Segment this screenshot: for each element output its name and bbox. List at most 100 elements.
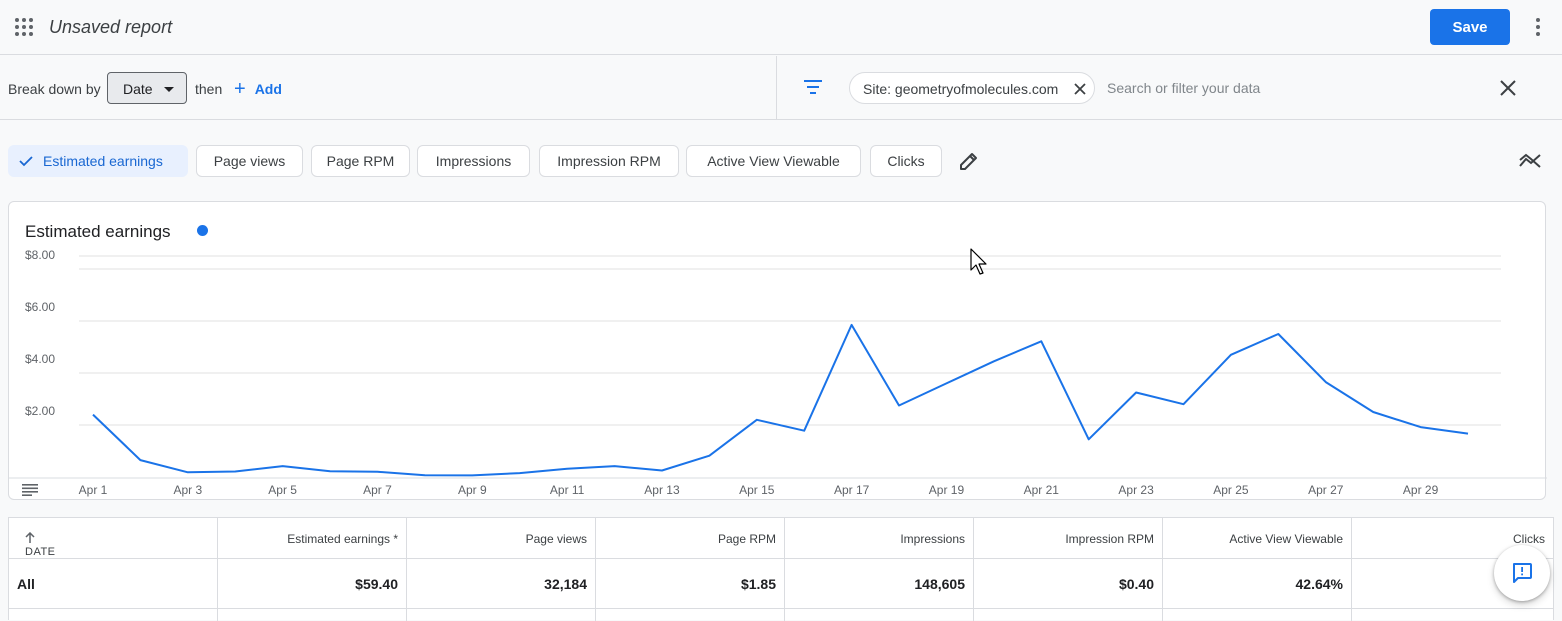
filter-icon[interactable] bbox=[804, 80, 822, 94]
data-point[interactable] bbox=[1275, 331, 1281, 337]
site-filter-label: Site: geometryofmolecules.com bbox=[863, 81, 1059, 97]
save-button[interactable]: Save bbox=[1430, 9, 1510, 45]
table-header-label: Impression RPM bbox=[1065, 532, 1154, 546]
close-icon[interactable] bbox=[1500, 80, 1516, 96]
chart-title: Estimated earnings bbox=[25, 222, 171, 241]
data-point[interactable] bbox=[469, 472, 475, 478]
table-cell: 42.64% bbox=[1163, 559, 1352, 609]
check-icon bbox=[19, 156, 33, 167]
table-row bbox=[218, 609, 407, 621]
table-cell: $0.40 bbox=[974, 559, 1163, 609]
table-row bbox=[596, 609, 785, 621]
data-point[interactable] bbox=[896, 403, 902, 409]
filter-bar: Site: geometryofmolecules.com Search or … bbox=[777, 56, 1562, 120]
metric-chip-page-views[interactable]: Page views bbox=[196, 145, 303, 177]
table-row bbox=[974, 609, 1163, 621]
table-header-estimated-earnings[interactable]: Estimated earnings * bbox=[218, 518, 407, 559]
table-header-label: Page views bbox=[525, 532, 587, 546]
data-point[interactable] bbox=[991, 358, 997, 364]
metric-chip-impressions[interactable]: Impressions bbox=[417, 145, 530, 177]
chart-table-toggle-icon[interactable] bbox=[22, 484, 38, 496]
data-point[interactable] bbox=[137, 457, 143, 463]
metric-chips: Estimated earnings Page views Page RPM I… bbox=[0, 121, 1562, 201]
legend-dot bbox=[197, 225, 208, 236]
data-point[interactable] bbox=[754, 417, 760, 423]
filter-search-input[interactable]: Search or filter your data bbox=[1107, 80, 1261, 96]
table-cell-value: 32,184 bbox=[544, 576, 587, 592]
x-tick-label: Apr 15 bbox=[739, 483, 775, 497]
table-header-impression-rpm[interactable]: Impression RPM bbox=[974, 518, 1163, 559]
sort-ascending-icon[interactable] bbox=[25, 532, 35, 544]
data-point[interactable] bbox=[185, 469, 191, 475]
table-header-page-rpm[interactable]: Page RPM bbox=[596, 518, 785, 559]
edit-metrics-icon[interactable] bbox=[958, 150, 980, 172]
data-point[interactable] bbox=[232, 469, 238, 475]
more-vert-icon[interactable] bbox=[1528, 16, 1548, 38]
x-tick-label: Apr 7 bbox=[363, 483, 392, 497]
add-breakdown-label: Add bbox=[254, 81, 282, 97]
metric-chip-impression-rpm[interactable]: Impression RPM bbox=[539, 145, 679, 177]
data-point[interactable] bbox=[612, 463, 618, 469]
data-point[interactable] bbox=[659, 468, 665, 474]
data-point[interactable] bbox=[280, 463, 286, 469]
breakdown-dropdown-value: Date bbox=[123, 81, 153, 97]
data-point[interactable] bbox=[801, 428, 807, 434]
data-point[interactable] bbox=[943, 380, 949, 386]
data-point[interactable] bbox=[706, 453, 712, 459]
data-point[interactable] bbox=[517, 470, 523, 476]
table-row bbox=[785, 609, 974, 621]
table-header-impressions[interactable]: Impressions bbox=[785, 518, 974, 559]
table-header-label: Active View Viewable bbox=[1229, 532, 1343, 546]
metric-chip-label: Clicks bbox=[887, 153, 925, 169]
metric-chip-label: Estimated earnings bbox=[43, 153, 163, 169]
table-header-date[interactable]: DATE bbox=[9, 518, 218, 559]
x-tick-label: Apr 3 bbox=[173, 483, 202, 497]
metric-chip-estimated-earnings[interactable]: Estimated earnings bbox=[8, 145, 188, 177]
series-line-estimated-earnings bbox=[92, 323, 1469, 477]
data-point[interactable] bbox=[1038, 338, 1044, 344]
table-header-clicks[interactable]: Clicks bbox=[1352, 518, 1553, 559]
compare-trend-icon[interactable] bbox=[1518, 152, 1542, 170]
metric-chip-label: Active View Viewable bbox=[707, 153, 840, 169]
x-tick-label: Apr 17 bbox=[834, 483, 870, 497]
site-filter-chip[interactable]: Site: geometryofmolecules.com bbox=[849, 72, 1095, 104]
add-breakdown-button[interactable]: + Add bbox=[234, 78, 282, 100]
metric-chip-label: Impression RPM bbox=[557, 153, 661, 169]
table-header-page-views[interactable]: Page views bbox=[407, 518, 596, 559]
x-tick-label: Apr 1 bbox=[79, 483, 108, 497]
data-point[interactable] bbox=[1323, 379, 1329, 385]
table-cell-value: $0.40 bbox=[1118, 576, 1154, 592]
data-point[interactable] bbox=[1086, 436, 1092, 442]
x-tick-label: Apr 9 bbox=[458, 483, 487, 497]
table-header-label: Impressions bbox=[900, 532, 965, 546]
data-point[interactable] bbox=[327, 468, 333, 474]
feedback-button[interactable] bbox=[1494, 545, 1550, 601]
table-cell-value: 148,605 bbox=[914, 576, 965, 592]
metric-chip-active-view-viewable[interactable]: Active View Viewable bbox=[686, 145, 861, 177]
data-point[interactable] bbox=[1465, 431, 1471, 437]
data-point[interactable] bbox=[422, 472, 428, 478]
data-point[interactable] bbox=[564, 466, 570, 472]
x-tick-label: Apr 5 bbox=[268, 483, 297, 497]
data-point[interactable] bbox=[1133, 390, 1139, 396]
report-table: DATE Estimated earnings * Page views Pag… bbox=[8, 517, 1554, 621]
breakdown-dropdown[interactable]: Date bbox=[107, 72, 187, 104]
data-point[interactable] bbox=[1228, 352, 1234, 358]
mouse-cursor-icon bbox=[970, 248, 987, 275]
metric-chip-page-rpm[interactable]: Page RPM bbox=[311, 145, 410, 177]
metric-chip-label: Page views bbox=[213, 153, 286, 169]
plus-icon: + bbox=[234, 78, 246, 100]
data-point[interactable] bbox=[1370, 409, 1376, 415]
data-point[interactable] bbox=[90, 412, 96, 418]
table-header-active-view-viewable[interactable]: Active View Viewable bbox=[1163, 518, 1352, 559]
data-point[interactable] bbox=[1181, 401, 1187, 407]
data-point[interactable] bbox=[849, 322, 855, 328]
apps-grid-icon[interactable] bbox=[14, 17, 34, 37]
x-tick-label: Apr 29 bbox=[1403, 483, 1439, 497]
report-title[interactable]: Unsaved report bbox=[49, 17, 173, 37]
metric-chip-clicks[interactable]: Clicks bbox=[870, 145, 942, 177]
data-point[interactable] bbox=[1418, 424, 1424, 430]
remove-filter-icon[interactable] bbox=[1073, 82, 1087, 96]
y-tick-label: $6.00 bbox=[25, 300, 55, 314]
data-point[interactable] bbox=[374, 469, 380, 475]
